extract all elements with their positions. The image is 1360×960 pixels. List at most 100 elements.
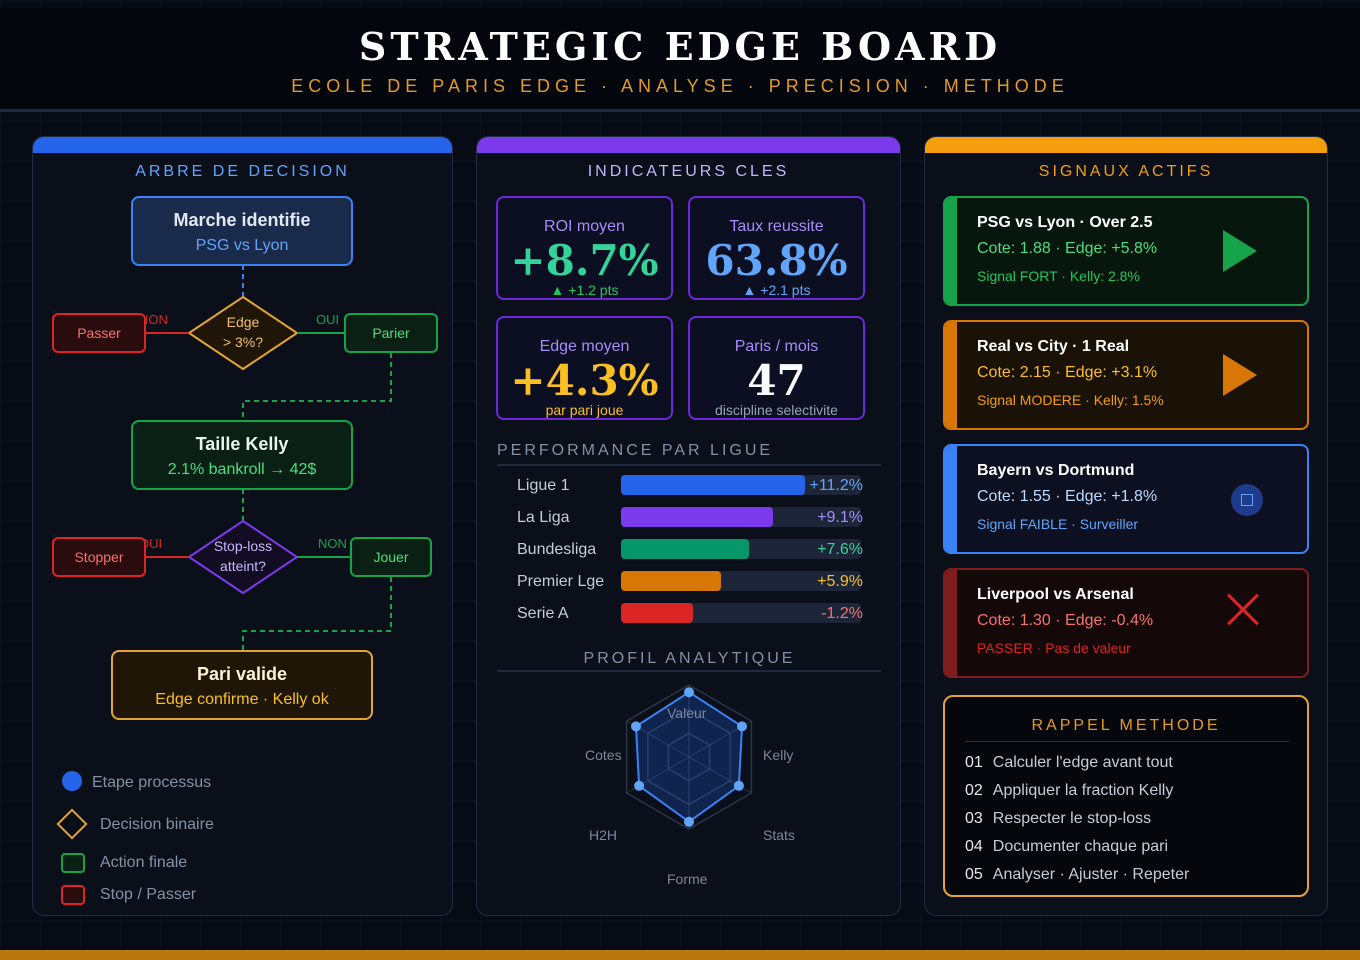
play-box: Jouer — [350, 537, 432, 577]
method-text: Documenter chaque pari — [992, 838, 1169, 855]
league-row: Ligue 1 +11.2% — [517, 475, 877, 499]
radar-axis-label: Valeur — [667, 705, 707, 721]
signal-title: PSG vs Lyon · Over 2.5 — [977, 214, 1153, 231]
method-text: Calculer l'edge avant tout — [992, 754, 1173, 771]
radar-point — [733, 780, 744, 791]
signal-accent — [945, 570, 957, 676]
method-number: 01 — [965, 754, 983, 771]
kpi-value: +4.3% — [510, 356, 659, 405]
league-bar-fill — [621, 539, 749, 559]
page-subtitle: ECOLE DE PARIS EDGE · ANALYSE · PRECISIO… — [291, 76, 1069, 96]
step-subtitle: 2.1% bankroll → 42$ — [167, 461, 317, 478]
radar-section-title: PROFIL ANALYTIQUE — [583, 650, 796, 667]
panel-title: SIGNAUX ACTIFS — [1038, 163, 1214, 180]
method-text: Appliquer la fraction Kelly — [992, 782, 1174, 799]
page-title: STRATEGIC EDGE BOARD — [358, 24, 1002, 69]
kpi-card: Taux reussite 63.8% ▲ +2.1 pts — [688, 196, 865, 300]
kpi-value: 63.8% — [705, 236, 848, 285]
legend-label: Stop / Passer — [100, 886, 197, 903]
method-number: 03 — [965, 810, 983, 827]
radar-point — [737, 721, 748, 732]
signal-card[interactable]: Bayern vs Dortmund Cote: 1.55 · Edge: +1.… — [943, 444, 1309, 554]
stop-box: Stopper — [52, 537, 146, 577]
legend-label: Etape processus — [92, 774, 212, 791]
league-bar-track — [621, 571, 861, 591]
method-text: Analyser · Ajuster · Repeter — [992, 866, 1190, 883]
divider — [497, 670, 881, 672]
signal-accent — [945, 198, 957, 304]
pass-box: Passer — [52, 313, 146, 353]
method-item: 03 Respecter le stop-loss — [965, 810, 1151, 828]
signal-card[interactable]: Liverpool vs Arsenal Cote: 1.30 · Edge: -… — [943, 568, 1309, 678]
kpi-label: Edge moyen — [539, 338, 630, 355]
play-icon[interactable] — [1223, 230, 1257, 272]
step-title: Marche identifie — [173, 210, 311, 230]
diamond-edge-label: Edge > 3%? — [203, 312, 283, 352]
signal-accent — [945, 322, 957, 428]
signal-quote: Cote: 1.55 · Edge: +1.8% — [977, 488, 1158, 505]
method-item: 01 Calculer l'edge avant tout — [965, 754, 1173, 772]
signal-status: PASSER · Pas de valeur — [977, 640, 1131, 656]
step-market-identified: Marche identifie PSG vs Lyon — [131, 196, 353, 266]
decision-tree-panel: ARBRE DE DECISION Marche identifie PSG v… — [32, 136, 453, 916]
diamond-line1: Edge — [226, 314, 260, 330]
bet-box: Parier — [344, 313, 438, 353]
watch-icon[interactable] — [1231, 484, 1263, 516]
signal-status: Signal FAIBLE · Surveiller — [977, 516, 1139, 532]
kpi-label: Paris / mois — [734, 338, 819, 355]
league-row: Premier Lge +5.9% — [517, 571, 877, 595]
kpi-value: +8.7% — [510, 236, 659, 285]
panel-accent-bar — [477, 137, 900, 153]
edge-label-no: NON — [139, 312, 168, 327]
method-number: 05 — [965, 866, 983, 883]
league-name: Serie A — [517, 605, 569, 622]
footer-bar — [0, 950, 1360, 960]
league-bar-fill — [621, 507, 773, 527]
method-number: 04 — [965, 838, 983, 855]
league-bar-track — [621, 539, 861, 559]
league-value: +11.2% — [809, 477, 863, 494]
kpi-value: 47 — [747, 356, 806, 405]
play-icon[interactable] — [1223, 354, 1257, 396]
signal-card[interactable]: PSG vs Lyon · Over 2.5 Cote: 1.88 · Edge:… — [943, 196, 1309, 306]
league-value: -1.2% — [821, 605, 863, 622]
kpi-subtext: ▲ +1.2 pts — [550, 282, 619, 298]
decision-diamond-stoploss — [187, 519, 299, 595]
signal-title: Bayern vs Dortmund — [977, 462, 1135, 479]
signal-card[interactable]: Real vs City · 1 Real Cote: 2.15 · Edge: … — [943, 320, 1309, 430]
divider — [497, 464, 881, 466]
signal-accent — [945, 446, 957, 552]
signal-title: Liverpool vs Arsenal — [977, 586, 1134, 603]
league-row: Serie A -1.2% — [517, 603, 877, 627]
radar-point — [684, 816, 694, 827]
kpi-card: ROI moyen +8.7% ▲ +1.2 pts — [496, 196, 673, 300]
divider — [965, 741, 1289, 742]
signals-panel: SIGNAUX ACTIFS PSG vs Lyon · Over 2.5 Cot… — [924, 136, 1328, 916]
signal-quote: Cote: 1.88 · Edge: +5.8% — [977, 240, 1158, 257]
flow-connectors — [145, 265, 392, 651]
panel-title: INDICATEURS CLES — [587, 163, 790, 180]
green-square-icon — [61, 853, 85, 873]
edge-label-yes: OUI — [316, 312, 340, 327]
signal-title: Real vs City · 1 Real — [977, 338, 1130, 355]
league-value: +5.9% — [817, 573, 863, 590]
indicators-panel: INDICATEURS CLES ROI moyen +8.7% ▲ +1.2 pt… — [476, 136, 901, 916]
step-kelly-size: Taille Kelly 2.1% bankroll → 42$ — [131, 420, 353, 490]
red-square-icon — [61, 885, 85, 905]
circle-icon — [62, 771, 82, 791]
signal-status: Signal FORT · Kelly: 2.8% — [977, 268, 1140, 284]
diamond-line2: atteint? — [220, 558, 266, 574]
step-valid-bet: Pari valide Edge confirme · Kelly ok — [111, 650, 373, 720]
league-row: La Liga +9.1% — [517, 507, 877, 531]
close-icon[interactable] — [1225, 592, 1261, 628]
signal-quote: Cote: 1.30 · Edge: -0.4% — [977, 612, 1154, 629]
decision-diamond-edge — [187, 295, 299, 371]
diamond-line1: Stop-loss — [213, 538, 273, 554]
kpi-label: ROI moyen — [544, 218, 625, 235]
method-number: 02 — [965, 782, 983, 799]
kpi-card: Edge moyen +4.3% par pari joue — [496, 316, 673, 420]
kpi-subtext: ▲ +2.1 pts — [742, 282, 811, 298]
panel-accent-bar — [925, 137, 1327, 153]
radar-point — [684, 687, 694, 698]
radar-point — [634, 780, 645, 791]
